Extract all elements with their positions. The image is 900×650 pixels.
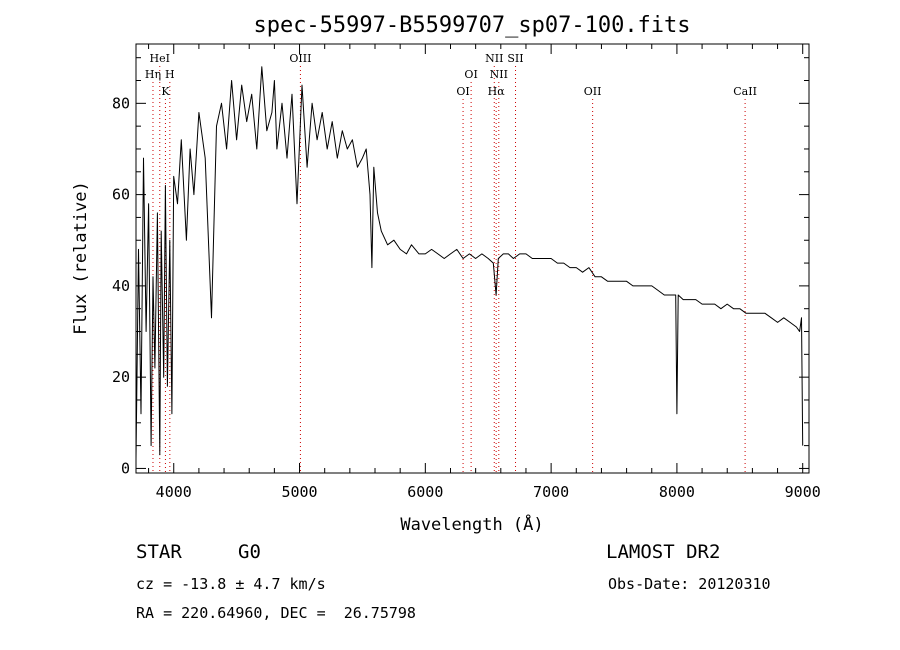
y-tick-label: 0 bbox=[121, 459, 130, 477]
x-tick-label: 5000 bbox=[281, 483, 317, 501]
line-label: OIII bbox=[289, 52, 311, 65]
plot-frame bbox=[135, 43, 810, 474]
line-label: Hη bbox=[145, 68, 161, 81]
chart-title: spec-55997-B5599707_sp07-100.fits bbox=[253, 13, 690, 38]
line-label: Hα bbox=[488, 85, 506, 98]
x-tick-label: 4000 bbox=[156, 483, 192, 501]
y-axis-label: Flux (relative) bbox=[71, 181, 91, 335]
object-subclass: G0 bbox=[238, 541, 261, 563]
line-label: NII bbox=[485, 52, 503, 65]
line-label: SII bbox=[507, 52, 523, 65]
line-label: OII bbox=[584, 85, 602, 98]
series-group bbox=[135, 66, 804, 460]
x-tick-label: 6000 bbox=[407, 483, 443, 501]
y-tick-label: 80 bbox=[112, 94, 130, 112]
line-markers: HeI Hη HK OIII OI OI NII SII NII Hα OII CaII bbox=[145, 52, 757, 473]
line-label: K bbox=[161, 85, 170, 98]
y-tick-label: 60 bbox=[112, 186, 130, 204]
y-tick-label: 20 bbox=[112, 368, 130, 386]
redshift-text: cz = -13.8 ± 4.7 km/s bbox=[136, 575, 326, 593]
x-axis-label: Wavelength (Å) bbox=[400, 513, 543, 535]
object-class: STAR bbox=[136, 541, 182, 563]
line-label: CaII bbox=[733, 85, 757, 98]
line-label: HeI bbox=[150, 52, 170, 65]
spectrum-line-0 bbox=[135, 66, 804, 460]
obs-date: Obs-Date: 20120310 bbox=[608, 575, 771, 593]
x-tick-label: 9000 bbox=[785, 483, 821, 501]
x-tick-label: 8000 bbox=[659, 483, 695, 501]
line-label: NII bbox=[490, 68, 508, 81]
survey-name: LAMOST DR2 bbox=[606, 541, 721, 563]
line-label: OI bbox=[456, 85, 469, 98]
axis-ticks: 4000 5000 6000 7000 8000 9000 0 20 40 60 80 bbox=[112, 44, 821, 501]
y-tick-label: 40 bbox=[112, 277, 130, 295]
line-label: H bbox=[165, 68, 175, 81]
line-label: OI bbox=[464, 68, 477, 81]
x-tick-label: 7000 bbox=[533, 483, 569, 501]
coordinates-text: RA = 220.64960, DEC = 26.75798 bbox=[136, 604, 416, 622]
